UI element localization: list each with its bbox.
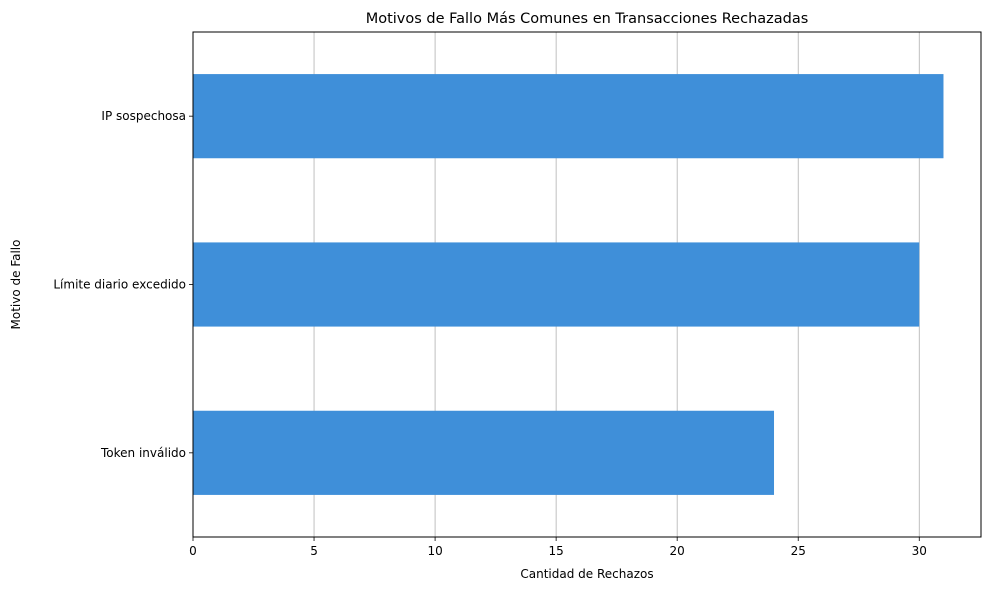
x-tick-label: 30 — [912, 544, 927, 558]
x-tick-label: 25 — [791, 544, 806, 558]
bar — [193, 242, 920, 327]
x-axis-title: Cantidad de Rechazos — [520, 567, 653, 581]
y-tick-label: Límite diario excedido — [53, 278, 186, 292]
bars — [193, 74, 944, 495]
x-tick-label: 20 — [670, 544, 685, 558]
chart-title: Motivos de Fallo Más Comunes en Transacc… — [366, 11, 809, 27]
x-tick-label: 0 — [189, 544, 197, 558]
x-tick-label: 10 — [427, 544, 442, 558]
bar — [193, 410, 775, 495]
x-axis-ticks: 0 5 10 15 20 25 30 — [189, 537, 927, 558]
y-tick-label: Token inválido — [100, 446, 186, 460]
x-tick-label: 15 — [548, 544, 563, 558]
bar — [193, 74, 944, 159]
x-tick-label: 5 — [310, 544, 318, 558]
y-axis-ticks: IP sospechosa Límite diario excedido Token… — [53, 109, 193, 460]
y-tick-label: IP sospechosa — [101, 109, 186, 123]
y-axis-title: Motivo de Fallo — [9, 240, 23, 330]
